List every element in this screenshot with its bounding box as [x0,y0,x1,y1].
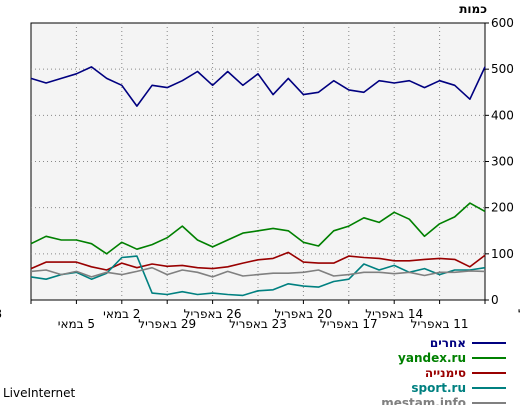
y-tick-label: 200 [491,201,514,215]
x-tick-label: 8 באפריל [518,307,520,321]
y-tick-label: 400 [491,108,514,122]
brand-label: LiveInternet [3,386,75,400]
y-tick-label: 600 [491,16,514,30]
legend-item: mestam.info [381,396,506,405]
y-tick-label: 0 [491,293,499,307]
x-tick-label: 17 באפריל [320,317,378,331]
legend-item: yandex.ru [398,351,506,365]
legend-label: סימנייה [425,366,466,380]
legend-label: sport.ru [411,381,466,395]
legend-label: אחרים [430,336,466,350]
x-tick-label: 5 במאי [58,317,95,331]
x-tick-label: 23 באפריל [229,317,287,331]
y-tick-label: 100 [491,247,514,261]
legend-label: mestam.info [381,396,466,405]
x-tick-label: 8 במאי [0,307,2,321]
series-line-0 [30,66,486,107]
legend-item: sport.ru [411,381,506,395]
legend-item: סימנייה [425,366,506,380]
y-axis: 0 100 200 300 400 500 600 [485,16,514,307]
series-lines [30,66,486,297]
x-tick-label: 14 באפריל [365,307,423,321]
y-tick-label: 500 [491,62,514,76]
series-line-1 [30,202,486,255]
x-tick-label: 26 באפריל [184,307,242,321]
y-axis-title: כמות [459,2,487,16]
legend-item: אחרים [430,336,506,350]
series-line-2 [30,251,486,271]
x-tick-label: 2 במאי [103,307,140,321]
y-tick-label: 300 [491,155,514,169]
legend-label: yandex.ru [398,351,466,365]
series-line-4 [30,266,486,278]
x-tick-label: 29 באפריל [138,317,196,331]
x-tick-label: 20 באפריל [274,307,332,321]
x-tick-label: 11 באפריל [411,317,469,331]
